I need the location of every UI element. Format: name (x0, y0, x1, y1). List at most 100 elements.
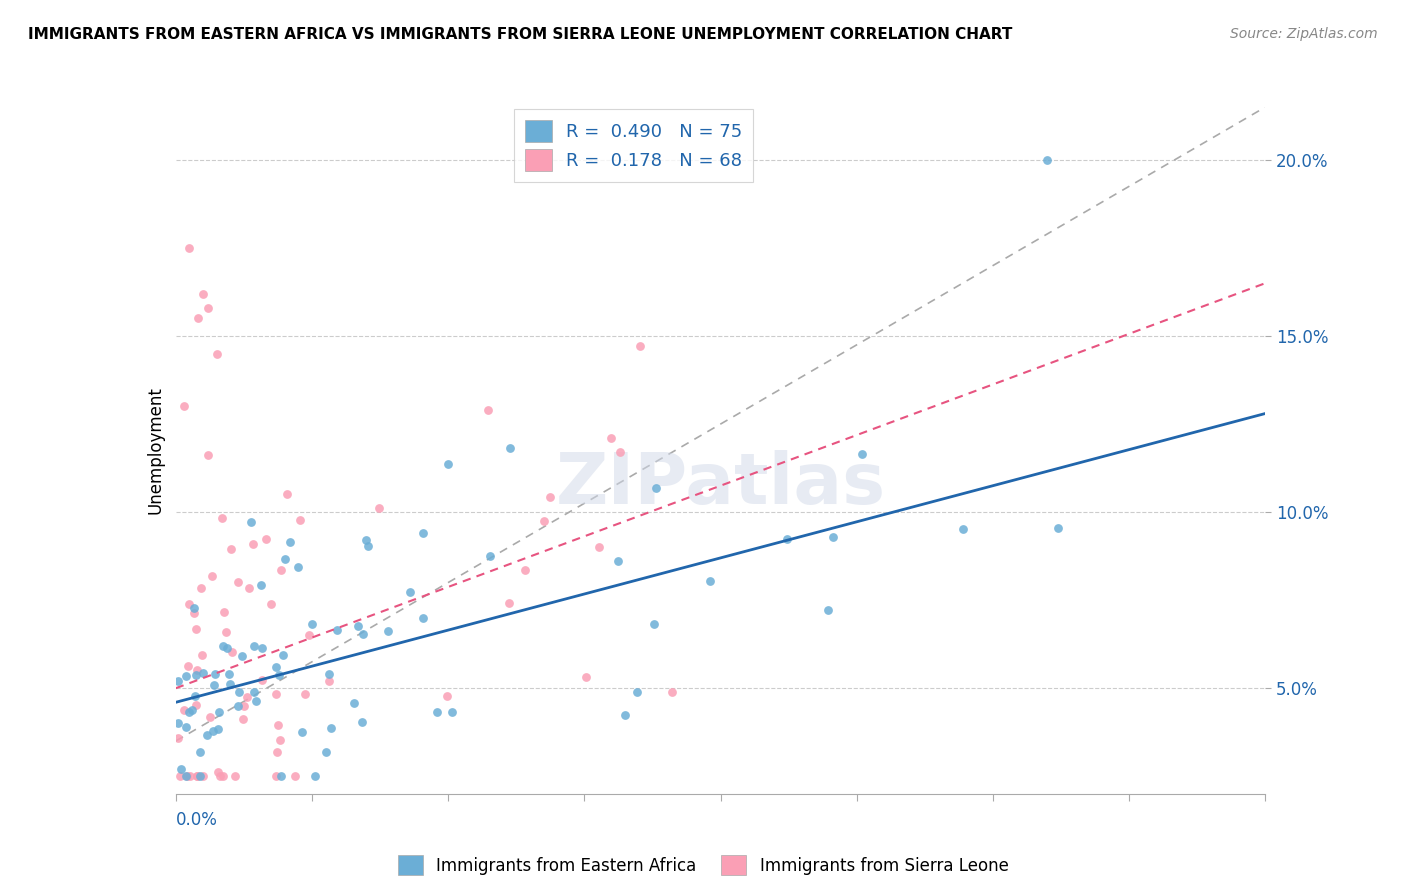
Point (191, 648, 214, 663)
Point (211, 511, 233, 525)
Point (174, 769, 197, 783)
Point (477, 402, 499, 417)
Point (250, 640, 273, 655)
Point (264, 769, 287, 783)
Point (287, 560, 309, 574)
Point (254, 533, 277, 547)
Point (479, 549, 502, 563)
Point (267, 668, 290, 682)
Point (318, 673, 340, 688)
Point (202, 723, 225, 738)
Point (357, 539, 380, 553)
Point (191, 769, 214, 783)
Point (219, 541, 242, 556)
Point (231, 648, 253, 663)
Point (184, 689, 207, 703)
Point (179, 241, 201, 255)
Point (352, 715, 374, 730)
Point (170, 762, 193, 776)
Point (232, 713, 254, 727)
Point (184, 698, 207, 712)
Point (318, 667, 340, 681)
Point (218, 667, 240, 681)
Point (179, 769, 201, 783)
Point (817, 603, 839, 617)
Point (209, 769, 232, 783)
Point (304, 769, 326, 783)
Point (169, 769, 191, 783)
Text: Source: ZipAtlas.com: Source: ZipAtlas.com (1230, 27, 1378, 41)
Point (699, 574, 721, 588)
Point (202, 677, 225, 691)
Point (179, 597, 201, 611)
Point (207, 722, 229, 736)
Point (356, 533, 378, 547)
Point (204, 667, 226, 681)
Point (177, 659, 200, 673)
Point (211, 769, 233, 783)
Legend: R =  0.490   N = 75, R =  0.178   N = 68: R = 0.490 N = 75, R = 0.178 N = 68 (513, 109, 754, 182)
Point (207, 764, 229, 779)
Point (174, 720, 197, 734)
Point (228, 685, 250, 699)
Text: 0.0%: 0.0% (176, 811, 218, 829)
Point (271, 648, 294, 662)
Point (284, 769, 307, 783)
Point (607, 553, 630, 567)
Point (208, 705, 231, 719)
Point (186, 663, 208, 677)
Point (412, 525, 434, 540)
Point (823, 530, 845, 544)
Point (498, 596, 520, 610)
Point (533, 514, 555, 528)
Point (441, 705, 464, 719)
Y-axis label: Unemployment: Unemployment (146, 386, 165, 515)
Point (224, 769, 246, 783)
Point (232, 698, 254, 713)
Point (278, 535, 301, 549)
Point (276, 487, 298, 501)
Point (588, 540, 610, 554)
Point (214, 624, 236, 639)
Point (425, 705, 447, 719)
Point (176, 769, 198, 783)
Point (399, 584, 422, 599)
Point (264, 687, 287, 701)
Point (513, 563, 536, 577)
Point (368, 500, 391, 515)
Point (197, 301, 219, 315)
Point (614, 708, 637, 723)
Point (321, 721, 343, 735)
Text: ZIPatlas: ZIPatlas (555, 450, 886, 519)
Point (1036, 153, 1059, 167)
Point (167, 731, 190, 746)
Point (186, 769, 208, 783)
Point (352, 627, 374, 641)
Point (221, 645, 243, 659)
Point (181, 703, 204, 717)
Point (538, 490, 561, 504)
Point (183, 601, 205, 615)
Point (238, 581, 260, 595)
Point (184, 622, 207, 636)
Point (643, 617, 665, 632)
Point (190, 581, 212, 595)
Point (274, 551, 297, 566)
Point (437, 457, 460, 471)
Point (436, 690, 458, 704)
Point (184, 668, 207, 682)
Text: IMMIGRANTS FROM EASTERN AFRICA VS IMMIGRANTS FROM SIERRA LEONE UNEMPLOYMENT CORR: IMMIGRANTS FROM EASTERN AFRICA VS IMMIGR… (28, 27, 1012, 42)
Point (186, 311, 209, 326)
Point (301, 617, 323, 632)
Point (214, 605, 236, 619)
Point (198, 710, 221, 724)
Point (243, 685, 266, 699)
Point (270, 769, 292, 783)
Point (270, 563, 292, 577)
Point (297, 628, 319, 642)
Point (188, 745, 211, 759)
Point (195, 728, 218, 742)
Point (250, 673, 273, 688)
Point (290, 514, 312, 528)
Point (226, 574, 249, 589)
